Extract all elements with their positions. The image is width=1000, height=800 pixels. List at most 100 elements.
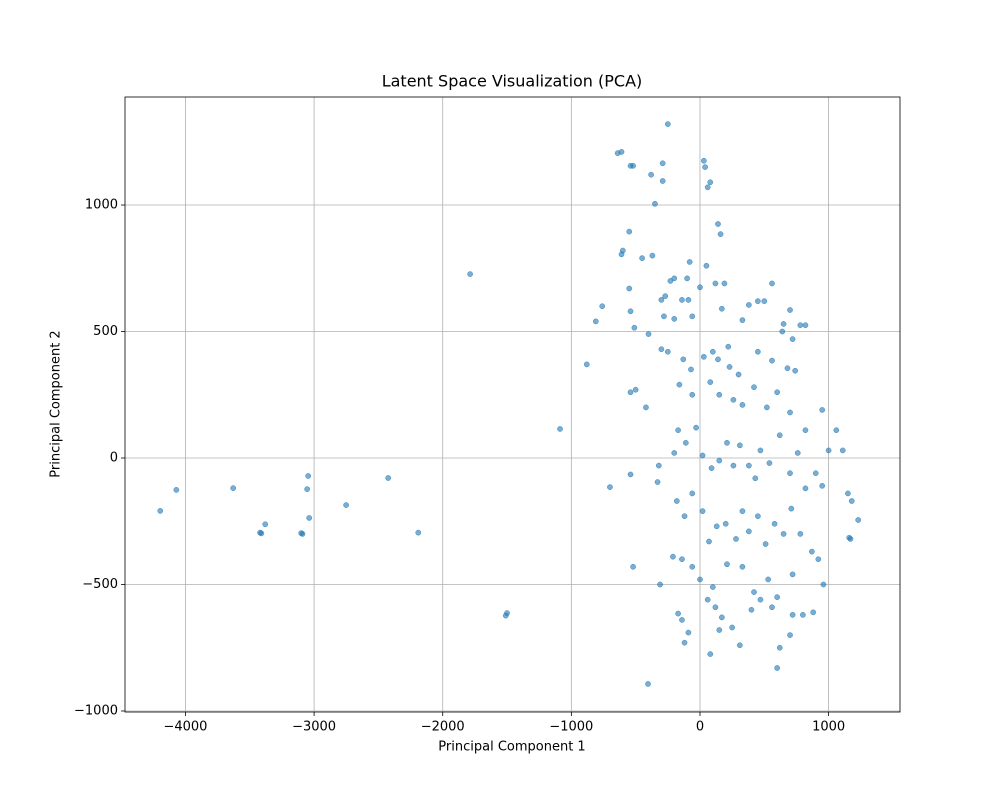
point [685,629,692,636]
point [755,348,761,355]
point [704,184,711,191]
point [659,160,666,167]
point [779,328,786,335]
x-axis-label: Principal Component 1 [438,740,585,755]
point [676,381,683,388]
point [682,439,689,446]
x-tick-label: −3000 [292,720,336,735]
point [679,297,685,303]
point [703,262,710,269]
point [618,149,625,155]
point [645,681,651,687]
point [664,348,671,355]
point [670,553,676,560]
point [343,502,349,508]
point [717,231,724,237]
point [607,484,613,490]
point [848,498,855,504]
point [680,356,687,363]
point [780,531,787,537]
point [764,404,770,411]
point [739,402,746,408]
point [815,556,822,563]
point [729,624,735,631]
point [700,157,707,164]
point [797,531,804,537]
point [825,447,832,454]
point [298,530,305,536]
point [627,471,634,478]
point [686,259,693,265]
point [726,364,733,370]
point [746,462,752,469]
point [721,280,728,287]
point [757,596,764,603]
point [645,331,652,337]
point [689,313,696,320]
point [855,517,862,523]
point [752,475,759,482]
point [626,285,633,292]
point [713,523,720,530]
y-tick-label: 500 [93,324,118,339]
point [724,439,730,446]
point [819,407,826,413]
point [592,318,599,325]
point [675,610,681,617]
point [631,324,638,331]
point [707,179,714,186]
point [718,305,725,312]
point [787,307,793,313]
point [733,536,739,542]
point [661,313,667,320]
point [659,178,666,184]
point [626,228,633,235]
y-tick-label: −500 [82,577,118,592]
point [658,297,665,303]
point [800,612,806,618]
point [709,584,716,590]
point [305,473,312,479]
point [654,479,661,485]
point [746,302,752,308]
point [766,460,773,466]
point [787,409,793,416]
point [780,321,787,327]
point [761,298,768,305]
point [716,457,723,464]
point [627,389,634,396]
point [667,278,674,284]
point [157,508,164,514]
point [716,627,723,633]
point [467,271,473,277]
point [787,470,793,477]
point [784,365,791,372]
y-tick-label: 1000 [85,198,118,213]
point [649,252,656,259]
point [809,548,815,555]
point [810,609,817,616]
point [792,367,799,374]
point [722,520,729,527]
point [819,482,826,489]
point [737,642,743,649]
point [699,508,706,514]
x-tick-label: −1000 [549,720,593,735]
point [557,426,563,432]
point [702,164,708,170]
point [385,475,392,481]
point [699,452,706,459]
point [847,536,854,542]
point [689,391,696,398]
point [769,280,775,287]
y-tick-label: 0 [110,451,118,466]
point [304,486,310,492]
point [632,386,639,393]
point [583,361,590,368]
point [712,604,719,611]
point [671,450,678,456]
point [630,563,636,570]
point [730,462,737,469]
point [774,389,781,396]
